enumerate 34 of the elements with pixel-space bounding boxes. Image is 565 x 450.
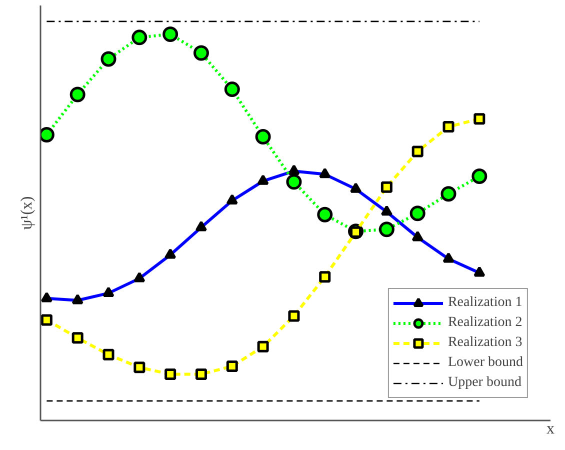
x-axis-title: x (546, 420, 554, 438)
point (412, 146, 424, 158)
point (226, 360, 238, 372)
point (317, 206, 333, 222)
point (286, 174, 302, 190)
point (255, 129, 271, 145)
legend-label: Realization 1 (448, 295, 522, 311)
point (72, 332, 84, 344)
point (442, 121, 454, 133)
point (288, 310, 300, 322)
point (378, 222, 394, 238)
point (257, 340, 269, 352)
point (70, 86, 86, 102)
point (100, 51, 116, 67)
legend-label: Lower bound (448, 355, 523, 371)
point (474, 113, 486, 125)
point (193, 45, 209, 61)
y-axis-title: ψ¹(x) (18, 196, 36, 230)
point (40, 314, 52, 326)
legend-label: Upper bound (448, 375, 522, 391)
point (164, 368, 176, 380)
legend-label: Realization 2 (448, 315, 522, 331)
point (162, 26, 178, 42)
point (319, 271, 331, 283)
point (380, 181, 392, 193)
point (195, 368, 207, 380)
point (224, 82, 240, 98)
point (134, 362, 146, 374)
legend-label: Realization 3 (448, 335, 522, 351)
point (440, 186, 456, 202)
point (132, 30, 148, 46)
point (410, 206, 426, 222)
point (472, 168, 488, 184)
point (102, 348, 114, 360)
